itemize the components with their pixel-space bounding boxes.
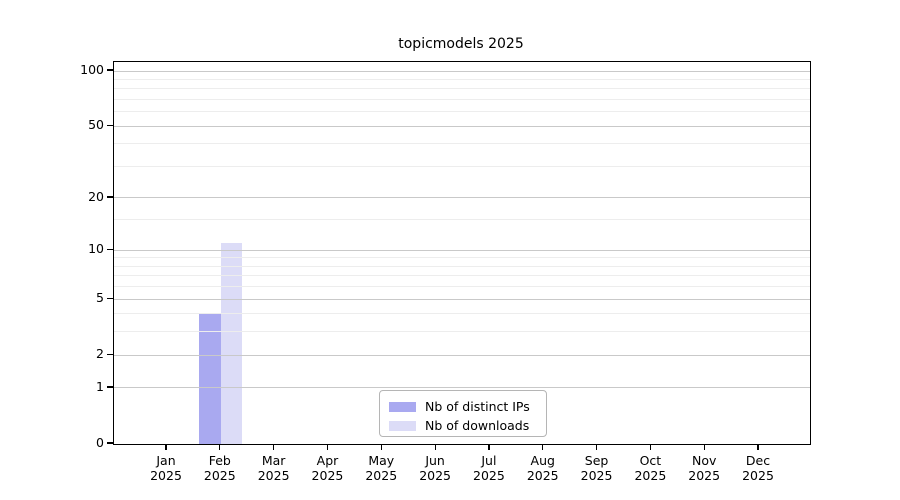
y-tick-label: 50 [88, 117, 104, 133]
x-tick-label: May 2025 [365, 453, 398, 483]
x-tick-mark [165, 444, 167, 451]
y-tick-mark [107, 297, 113, 299]
x-tick-label: Feb 2025 [203, 453, 236, 483]
x-tick-mark [542, 444, 544, 451]
y-tick-mark [107, 442, 113, 444]
x-tick-label: Mar 2025 [257, 453, 290, 483]
x-tick-label: Sep 2025 [580, 453, 613, 483]
y-tick-label: 0 [96, 435, 104, 450]
gridline-major [114, 125, 810, 127]
legend-swatch-distinct-ips [389, 401, 416, 412]
x-tick-mark [380, 444, 382, 451]
y-tick-label: 1 [96, 378, 104, 394]
gridline-minor [114, 219, 810, 221]
x-tick-mark [273, 444, 275, 451]
y-tick-mark [107, 386, 113, 388]
x-tick-mark [434, 444, 436, 451]
y-tick-label: 2 [96, 346, 104, 362]
y-tick-mark [107, 248, 113, 250]
x-tick-mark [703, 444, 705, 451]
legend-label-downloads: Nb of downloads [425, 418, 530, 433]
gridline-major [114, 354, 810, 356]
gridline-minor [114, 78, 810, 80]
legend-entry-downloads: Nb of downloads [380, 416, 546, 435]
gridline-minor [114, 166, 810, 167]
gridline-major [114, 197, 810, 199]
x-tick-label: Aug 2025 [526, 453, 559, 483]
x-tick-label: Oct 2025 [634, 453, 667, 483]
y-tick-mark [107, 124, 113, 126]
x-tick-label: Dec 2025 [742, 453, 774, 483]
legend-swatch-downloads [389, 420, 416, 431]
y-tick-mark [107, 196, 113, 198]
y-tick-label: 100 [80, 62, 104, 78]
gridline-minor [114, 331, 810, 333]
gridline-minor [114, 286, 810, 288]
plot-area: Nb of distinct IPs Nb of downloads [113, 61, 811, 445]
bar-nb-of-distinct-ips [199, 313, 221, 444]
bar-nb-of-downloads [220, 243, 243, 444]
x-tick-label: Jan 2025 [150, 453, 182, 483]
gridline-major [114, 387, 810, 389]
y-tick-label: 20 [88, 188, 104, 204]
x-tick-mark [595, 444, 598, 451]
legend: Nb of distinct IPs Nb of downloads [379, 390, 547, 437]
gridline-minor [114, 257, 810, 259]
gridline-minor [114, 88, 810, 90]
gridline-minor [114, 265, 810, 267]
gridline-major [114, 70, 810, 72]
x-tick-mark [488, 444, 490, 451]
gridline-minor [114, 143, 810, 145]
legend-label-distinct-ips: Nb of distinct IPs [425, 399, 530, 414]
gridline-major [114, 298, 810, 300]
x-tick-mark [326, 444, 329, 451]
x-tick-mark [649, 444, 651, 451]
gridline-major [114, 249, 810, 251]
gridline-minor [114, 111, 810, 113]
x-tick-mark [219, 444, 221, 451]
chart-title: topicmodels 2025 [398, 36, 524, 52]
y-tick-label: 5 [96, 290, 104, 306]
x-tick-mark [757, 444, 759, 451]
x-tick-label: Nov 2025 [688, 453, 721, 483]
x-tick-label: Jul 2025 [473, 453, 505, 483]
y-tick-mark [107, 353, 113, 355]
x-tick-label: Apr 2025 [311, 453, 344, 483]
gridline-minor [114, 313, 810, 315]
legend-entry-distinct-ips: Nb of distinct IPs [380, 397, 546, 416]
x-tick-label: Jun 2025 [419, 453, 451, 483]
y-tick-label: 10 [88, 241, 104, 257]
y-tick-mark [107, 69, 113, 71]
gridline-minor [114, 99, 810, 101]
gridline-minor [114, 275, 810, 277]
